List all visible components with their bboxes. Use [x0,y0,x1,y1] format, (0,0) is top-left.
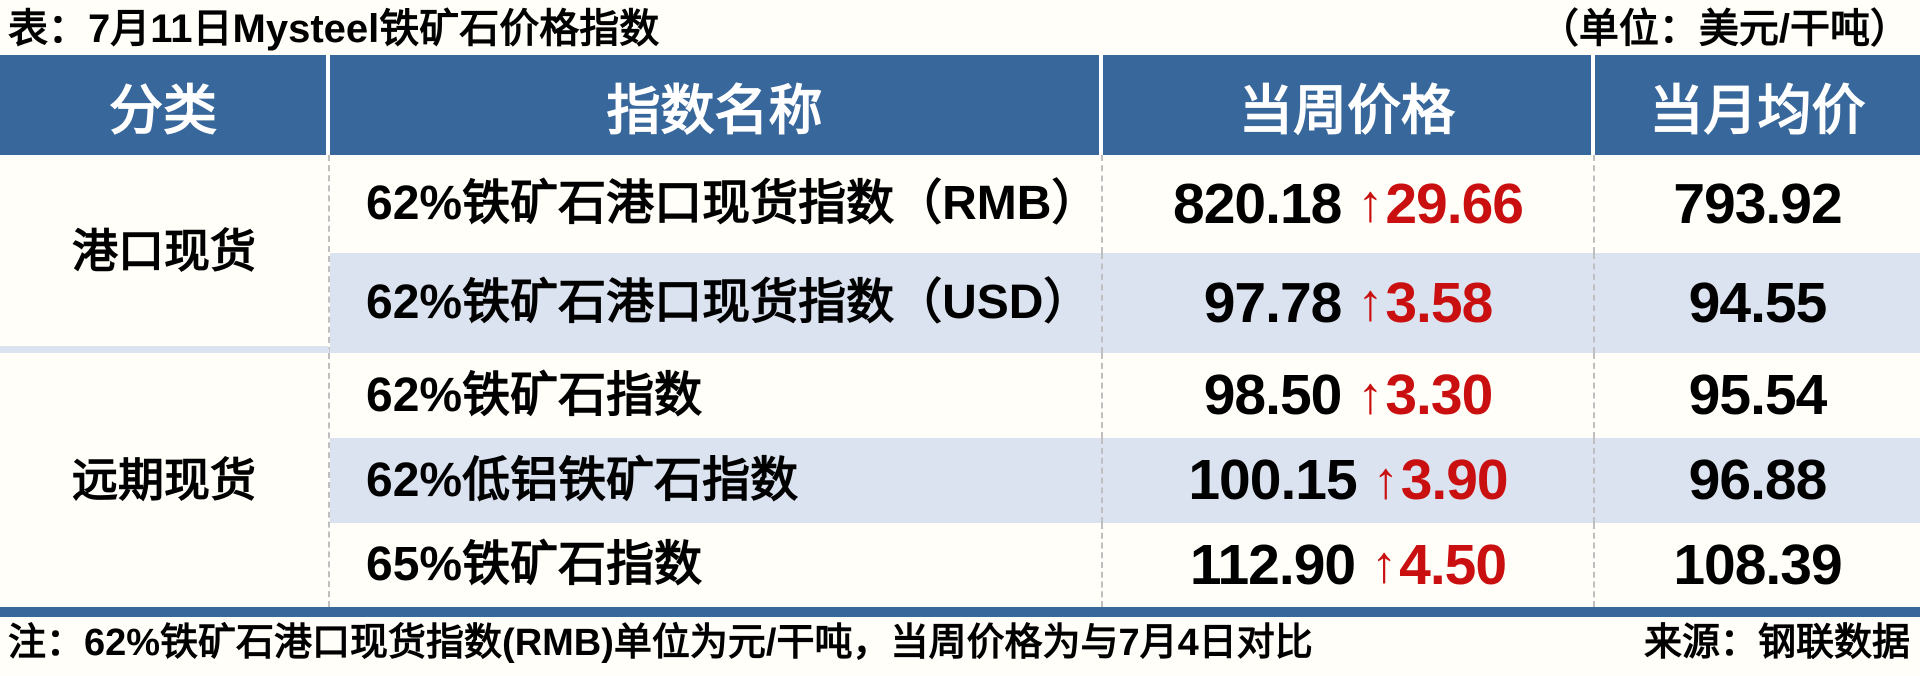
footer-note: 注：62%铁矿石港口现货指数(RMB)单位为元/干吨，当周价格为与7月4日对比 [8,621,1313,664]
title-bar: 表：7月11日Mysteel铁矿石价格指数 （单位：美元/干吨） [0,0,1920,55]
week-price-cell: 112.90 ↑ 4.50 [1103,523,1595,607]
page-title: 表：7月11日Mysteel铁矿石价格指数 [8,7,660,51]
week-price-change: 4.50 [1399,532,1507,597]
price-table: 分类 指数名称 当周价格 当月均价 港口现货 远期现货 62%铁矿石港口现货指数… [0,55,1920,607]
up-arrow-icon: ↑ [1371,536,1397,594]
index-name-cell: 65%铁矿石指数 [330,523,1103,607]
up-arrow-icon: ↑ [1357,274,1383,332]
unit-note: （单位：美元/干吨） [1538,7,1910,51]
week-price-change: 3.58 [1385,270,1493,335]
month-avg-cell: 108.39 [1673,532,1842,597]
index-name-cell: 62%铁矿石港口现货指数（USD） [330,253,1103,353]
header-cell-index-name: 指数名称 [330,55,1103,155]
week-price-value: 97.78 [1203,270,1343,335]
month-avg-cell: 793.92 [1673,171,1842,236]
bottom-rule-divider [0,607,1920,617]
week-price-value: 98.50 [1203,363,1343,427]
week-price-change: 3.30 [1385,363,1493,427]
up-arrow-icon: ↑ [1372,451,1399,510]
week-price-value: 112.90 [1189,532,1356,597]
footer-bar: 注：62%铁矿石港口现货指数(RMB)单位为元/干吨，当周价格为与7月4日对比 … [0,617,1920,676]
month-avg-cell: 95.54 [1688,363,1828,427]
header-cell-week-price: 当周价格 [1103,55,1595,155]
month-avg-cell: 96.88 [1595,438,1920,523]
header-cell-category: 分类 [0,55,330,155]
header-cell-month-avg: 当月均价 [1595,55,1920,155]
week-price-change: 3.90 [1400,448,1509,512]
up-arrow-icon: ↑ [1357,366,1383,425]
footer-source: 来源：钢联数据 [1643,621,1910,664]
week-price-change: 29.66 [1385,171,1524,236]
month-avg-cell: 94.55 [1595,253,1920,353]
group-cell-forward-spot: 远期现货 [0,353,330,607]
week-price-value: 100.15 [1188,448,1357,512]
week-price-value: 820.18 [1173,171,1342,236]
group-cell-port-spot: 港口现货 [0,155,330,353]
week-price-cell: 820.18 ↑ 29.66 [1103,155,1595,253]
up-arrow-icon: ↑ [1357,175,1383,233]
index-name-cell: 62%低铝铁矿石指数 [330,438,1103,523]
index-name-cell: 62%铁矿石指数 [330,353,1103,438]
week-price-cell: 97.78 ↑ 3.58 [1103,253,1595,353]
index-name-cell: 62%铁矿石港口现货指数（RMB） [330,155,1103,253]
week-price-cell: 100.15 ↑ 3.90 [1103,438,1595,523]
week-price-cell: 98.50 ↑ 3.30 [1103,353,1595,438]
